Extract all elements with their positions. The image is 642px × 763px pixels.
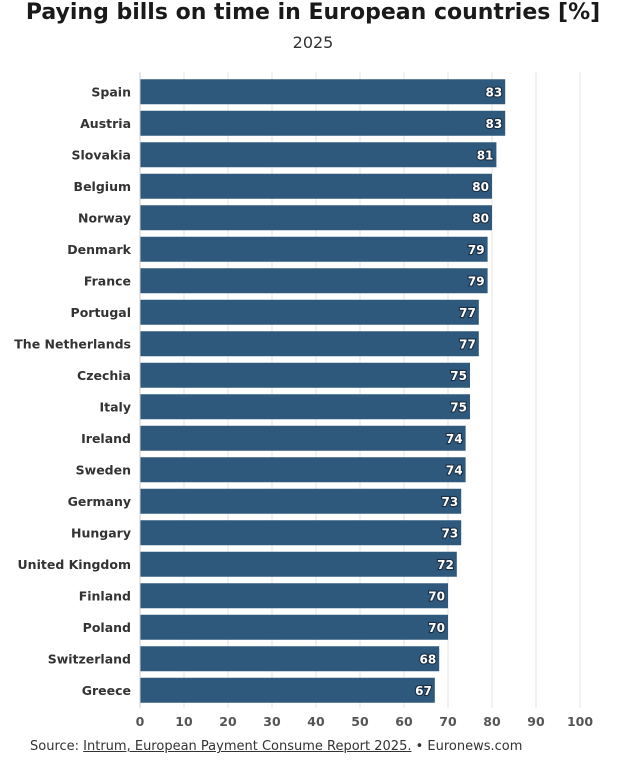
category-label: Germany	[68, 494, 131, 509]
data-label: 75	[450, 400, 467, 414]
data-label: 74	[446, 463, 463, 477]
bar	[140, 583, 448, 609]
category-label: Denmark	[67, 242, 131, 257]
bar-chart: Spain 83 Austria 83 Slovakia 81 Belgium 80 Norwa…	[14, 72, 593, 729]
source-prefix: Source:	[30, 739, 84, 754]
data-label: 79	[468, 274, 485, 288]
source-note: Source: Intrum, European Payment Consume…	[30, 739, 522, 754]
bar	[140, 614, 448, 640]
x-tick-label: 50	[351, 714, 369, 729]
x-tick-label: 70	[439, 714, 457, 729]
category-label: Slovakia	[72, 147, 132, 162]
data-label: 83	[485, 117, 502, 131]
x-tick-label: 20	[219, 714, 237, 729]
x-tick-label: 100	[567, 714, 593, 729]
x-tick-label: 80	[483, 714, 501, 729]
data-label: 70	[428, 621, 445, 635]
category-label: France	[84, 273, 131, 288]
bar	[140, 362, 470, 388]
bar	[140, 520, 462, 546]
category-label: Switzerland	[48, 651, 131, 666]
category-label: Italy	[100, 399, 132, 414]
category-label: Austria	[80, 116, 131, 131]
bar	[140, 205, 492, 231]
source-link[interactable]: Intrum, European Payment Consume Report …	[83, 739, 412, 754]
data-label: 80	[472, 211, 489, 225]
category-label: Finland	[79, 588, 131, 603]
x-tick-label: 10	[175, 714, 193, 729]
category-label: The Netherlands	[14, 336, 131, 351]
bar	[140, 646, 440, 672]
category-label: Greece	[82, 683, 131, 698]
bar	[140, 79, 506, 105]
chart-subtitle: 2025	[292, 33, 334, 52]
bar	[140, 331, 479, 357]
category-label: Hungary	[71, 525, 131, 540]
category-label: Norway	[78, 210, 131, 225]
x-tick-label: 60	[395, 714, 413, 729]
data-label: 73	[441, 495, 458, 509]
bar	[140, 425, 466, 451]
category-label: Czechia	[77, 368, 131, 383]
bar	[140, 268, 488, 294]
category-label: Portugal	[71, 305, 131, 320]
data-label: 77	[459, 306, 476, 320]
data-label: 68	[419, 652, 436, 666]
bar	[140, 236, 488, 262]
data-label: 80	[472, 180, 489, 194]
bar	[140, 394, 470, 420]
bar	[140, 173, 492, 199]
data-label: 72	[437, 558, 454, 572]
category-label: Belgium	[74, 179, 131, 194]
category-label: Ireland	[81, 431, 131, 446]
x-tick-label: 40	[307, 714, 325, 729]
bar	[140, 488, 462, 514]
data-label: 75	[450, 369, 467, 383]
data-label: 77	[459, 337, 476, 351]
source-suffix: • Euronews.com	[411, 739, 523, 754]
data-label: 70	[428, 589, 445, 603]
bar	[140, 457, 466, 483]
chart-title: Paying bills on time in European countri…	[25, 0, 601, 25]
data-label: 67	[415, 684, 432, 698]
data-label: 81	[477, 148, 494, 162]
x-tick-label: 0	[136, 714, 145, 729]
category-label: Spain	[91, 84, 131, 99]
data-label: 79	[468, 243, 485, 257]
category-label: United Kingdom	[18, 557, 131, 572]
data-label: 73	[441, 526, 458, 540]
x-tick-label: 90	[527, 714, 545, 729]
bar	[140, 110, 506, 136]
x-tick-label: 30	[263, 714, 281, 729]
bar	[140, 677, 435, 703]
data-label: 74	[446, 432, 463, 446]
bar	[140, 551, 457, 577]
category-label: Sweden	[76, 462, 131, 477]
bar	[140, 142, 497, 168]
bar	[140, 299, 479, 325]
data-label: 83	[485, 85, 502, 99]
category-label: Poland	[83, 620, 131, 635]
